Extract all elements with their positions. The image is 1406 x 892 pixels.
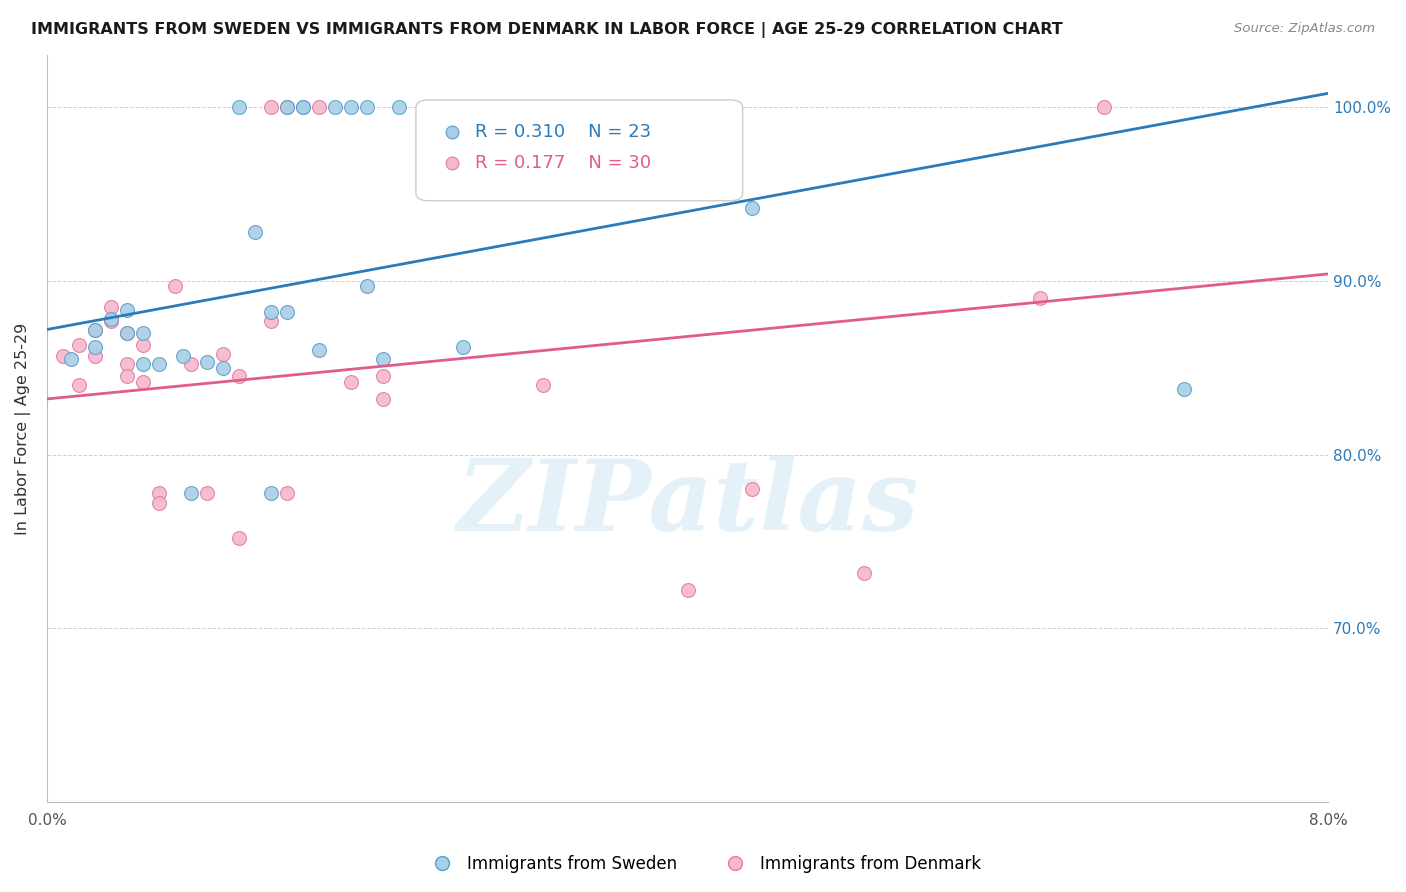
Point (59, 351, 82, 366)
Point (388, 100, 411, 114)
Point (165, 279, 187, 293)
Point (260, 305, 283, 319)
Point (741, 201, 763, 215)
Point (533, 378, 555, 392)
Text: IMMIGRANTS FROM SWEDEN VS IMMIGRANTS FROM DENMARK IN LABOR FORCE | AGE 25-29 COR: IMMIGRANTS FROM SWEDEN VS IMMIGRANTS FRO… (31, 22, 1063, 38)
Point (84, 349, 107, 363)
Point (292, 100, 315, 114)
Point (100, 314, 122, 328)
Point (276, 100, 298, 114)
Point (148, 357, 170, 371)
Point (195, 485, 218, 500)
Point (100, 312, 122, 326)
Point (308, 100, 330, 114)
Point (212, 360, 235, 375)
Point (132, 326, 155, 340)
Point (340, 375, 363, 389)
Point (132, 357, 155, 371)
Point (676, 582, 699, 597)
Point (356, 100, 378, 114)
Point (243, 225, 266, 239)
Point (115, 326, 138, 340)
Point (1029, 291, 1052, 305)
Point (115, 369, 138, 384)
Point (148, 485, 170, 500)
Point (172, 349, 194, 363)
Point (340, 100, 363, 114)
Point (115, 357, 138, 371)
Point (453, 340, 475, 354)
Text: ZIPatlas: ZIPatlas (457, 455, 918, 551)
Point (260, 485, 283, 500)
Point (373, 392, 395, 406)
Point (132, 338, 155, 352)
Point (260, 100, 283, 114)
Point (180, 357, 202, 371)
Point (228, 100, 250, 114)
Point (1173, 382, 1195, 396)
Point (373, 351, 395, 366)
Text: R = 0.310    N = 23: R = 0.310 N = 23 (475, 123, 651, 141)
Point (115, 326, 138, 340)
FancyBboxPatch shape (416, 100, 742, 201)
Point (373, 369, 395, 384)
Point (212, 347, 235, 361)
Point (84, 322, 107, 336)
Legend: Immigrants from Sweden, Immigrants from Denmark: Immigrants from Sweden, Immigrants from … (418, 848, 988, 880)
Point (228, 369, 250, 384)
Point (84, 322, 107, 336)
Point (84, 340, 107, 354)
Point (276, 485, 298, 500)
Y-axis label: In Labor Force | Age 25-29: In Labor Force | Age 25-29 (15, 322, 31, 534)
Point (100, 300, 122, 314)
Point (323, 100, 346, 114)
Point (52, 349, 75, 363)
Point (1092, 100, 1115, 114)
Point (67, 378, 90, 392)
Point (276, 100, 298, 114)
Point (195, 355, 218, 369)
Point (148, 496, 170, 510)
Point (180, 485, 202, 500)
Point (852, 566, 875, 580)
Text: Source: ZipAtlas.com: Source: ZipAtlas.com (1234, 22, 1375, 36)
Point (356, 279, 378, 293)
Point (741, 482, 763, 496)
Point (308, 343, 330, 358)
Point (292, 100, 315, 114)
Point (67, 338, 90, 352)
Point (276, 305, 298, 319)
Text: R = 0.177    N = 30: R = 0.177 N = 30 (475, 154, 651, 172)
Point (228, 531, 250, 545)
Point (260, 314, 283, 328)
Point (132, 375, 155, 389)
Point (115, 303, 138, 318)
